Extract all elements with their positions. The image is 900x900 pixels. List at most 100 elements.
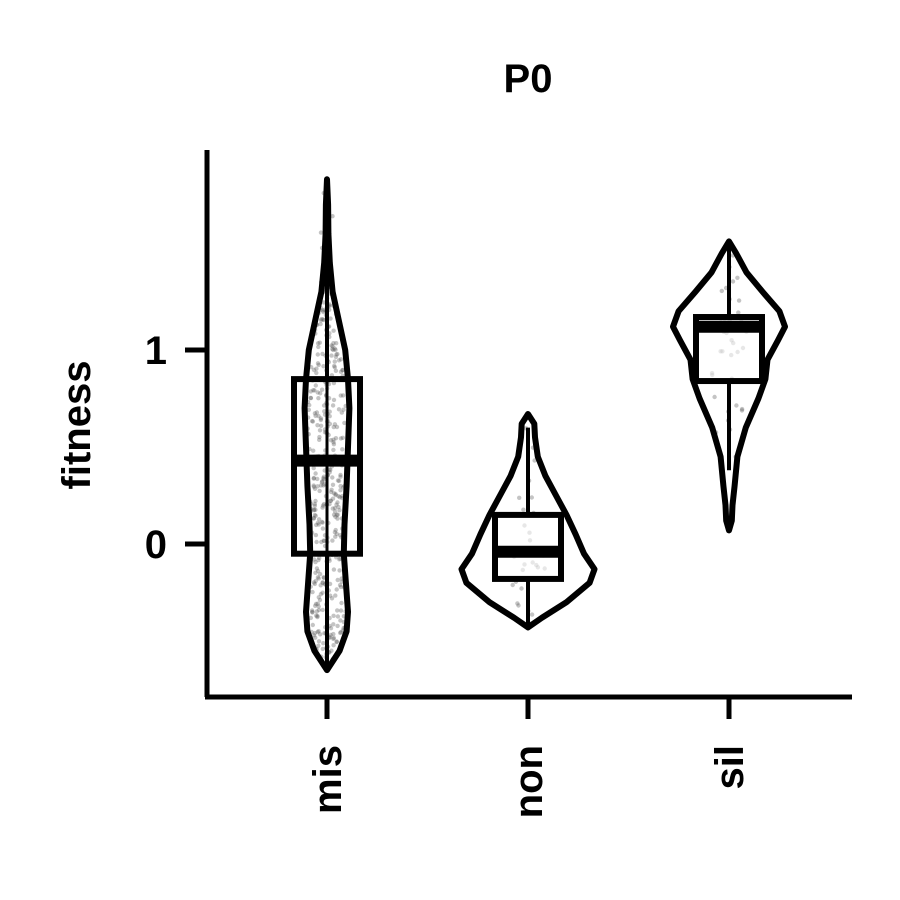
- jitter-point: [318, 483, 324, 488]
- jitter-point: [335, 512, 340, 517]
- jitter-point: [719, 288, 724, 294]
- jitter-point: [317, 571, 323, 577]
- jitter-point: [331, 440, 336, 445]
- jitter-point: [318, 423, 324, 428]
- jitter-point: [320, 479, 325, 484]
- jitter-point: [331, 613, 336, 618]
- jitter-point: [337, 495, 342, 500]
- jitter-point: [313, 603, 318, 608]
- jitter-point: [320, 607, 325, 613]
- jitter-point: [312, 630, 317, 636]
- jitter-point: [311, 516, 316, 521]
- jitter-point: [333, 534, 338, 539]
- jitter-point: [334, 531, 339, 537]
- jitter-point: [521, 507, 526, 512]
- jitter-point: [320, 520, 325, 525]
- jitter-point: [338, 472, 343, 478]
- jitter-point: [313, 578, 318, 584]
- jitter-point: [318, 583, 323, 588]
- jitter-point: [311, 448, 316, 453]
- jitter-point: [329, 648, 334, 653]
- jitter-point: [313, 601, 319, 607]
- jitter-point: [314, 613, 319, 618]
- jitter-point: [331, 328, 336, 333]
- jitter-point: [316, 629, 321, 634]
- jitter-point: [315, 520, 321, 525]
- jitter-point: [315, 568, 321, 574]
- jitter-point: [322, 538, 327, 544]
- jitter-point: [328, 489, 334, 495]
- jitter-point: [332, 422, 338, 427]
- jitter-point: [329, 353, 334, 358]
- jitter-point: [317, 555, 322, 561]
- jitter-point: [318, 416, 324, 421]
- jitter-point: [315, 614, 320, 620]
- jitter-point: [335, 351, 340, 357]
- jitter-point: [321, 575, 326, 580]
- jitter-point: [338, 584, 344, 590]
- jitter-point: [338, 608, 344, 613]
- jitter-point: [320, 580, 325, 586]
- jitter-point: [734, 403, 739, 408]
- jitter-point: [316, 639, 322, 644]
- jitter-point: [319, 387, 325, 392]
- jitter-point: [334, 424, 340, 430]
- jitter-point: [318, 417, 324, 423]
- jitter-point: [321, 474, 327, 479]
- jitter-point: [340, 447, 345, 452]
- jitter-point: [333, 491, 338, 497]
- jitter-point: [317, 434, 322, 440]
- jitter-point: [314, 566, 320, 571]
- jitter-point: [312, 486, 318, 491]
- jitter-point: [332, 530, 338, 535]
- jitter-point: [331, 347, 336, 353]
- jitter-point: [308, 615, 313, 621]
- jitter-point: [311, 633, 317, 638]
- jitter-point: [315, 629, 320, 635]
- jitter-point: [314, 522, 319, 528]
- violin-non: [458, 411, 598, 631]
- jitter-point: [311, 483, 316, 488]
- jitter-point: [331, 631, 336, 637]
- jitter-point: [515, 601, 520, 606]
- jitter-point: [335, 478, 341, 483]
- jitter-point: [336, 478, 342, 484]
- jitter-point: [335, 577, 340, 583]
- jitter-point: [321, 501, 327, 507]
- jitter-point: [327, 470, 332, 475]
- jitter-point: [328, 632, 333, 638]
- jitter-point: [322, 409, 327, 414]
- jitter-point: [337, 557, 342, 562]
- jitter-point: [307, 402, 312, 408]
- jitter-point: [310, 609, 315, 615]
- jitter-point: [313, 532, 319, 538]
- jitter-point: [316, 576, 321, 581]
- jitter-point: [330, 344, 335, 349]
- jitter-point: [336, 407, 342, 412]
- jitter-point: [332, 509, 338, 514]
- jitter-point: [332, 365, 337, 370]
- jitter-point: [341, 407, 346, 412]
- jitter-point: [338, 630, 344, 635]
- jitter-point: [739, 408, 745, 413]
- jitter-point: [321, 483, 326, 488]
- jitter-point: [329, 596, 335, 601]
- jitter-point: [333, 527, 338, 533]
- jitter-point: [314, 366, 319, 371]
- jitter-point: [320, 503, 326, 508]
- jitter-point: [306, 407, 311, 412]
- jitter-point: [736, 298, 742, 303]
- jitter-point: [332, 363, 337, 369]
- jitter-point: [310, 419, 316, 424]
- jitter-point: [312, 388, 317, 393]
- jitter-point: [315, 476, 320, 482]
- jitter-point: [338, 357, 344, 362]
- jitter-point: [328, 593, 333, 598]
- jitter-point: [330, 482, 336, 487]
- jitter-point: [529, 495, 534, 500]
- jitter-point: [313, 513, 318, 518]
- jitter-point: [335, 516, 340, 521]
- jitter-point: [331, 341, 336, 346]
- jitter-point: [334, 587, 339, 592]
